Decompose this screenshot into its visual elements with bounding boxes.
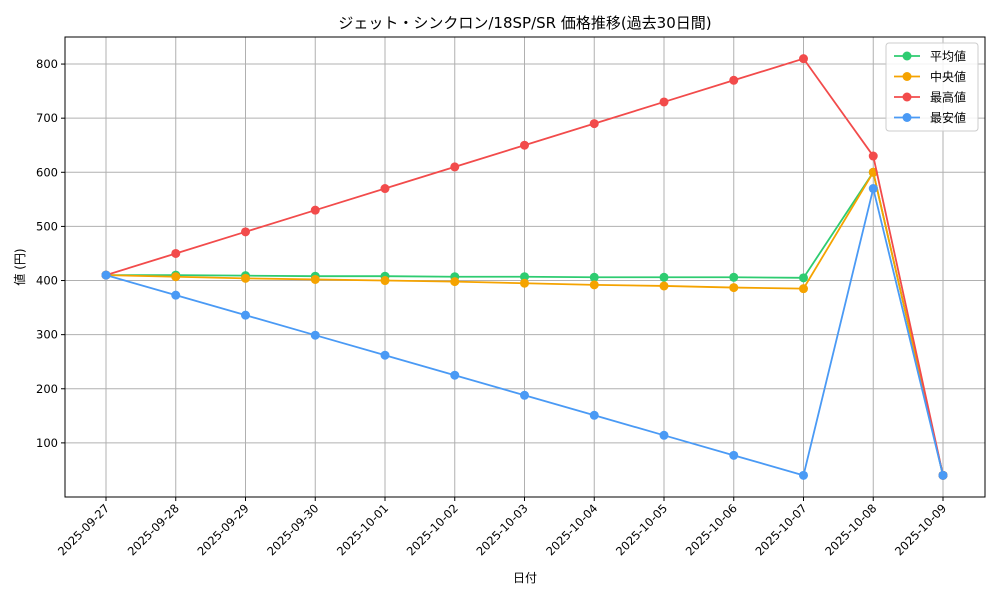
data-point: [659, 281, 669, 291]
data-point: [171, 272, 181, 282]
data-point: [659, 430, 669, 440]
data-point: [799, 273, 808, 283]
data-point: [799, 284, 808, 294]
data-point: [729, 272, 739, 282]
data-point: [868, 184, 878, 194]
y-axis-label: 値 (円): [12, 248, 27, 285]
data-point: [101, 270, 111, 280]
data-point: [310, 274, 320, 284]
legend-label: 最安値: [930, 110, 966, 125]
legend-marker: [902, 72, 912, 81]
y-tick-label: 400: [36, 274, 58, 288]
chart-title: ジェット・シンクロン/18SP/SR 価格推移(過去30日間): [338, 14, 711, 32]
legend-marker: [902, 113, 912, 122]
legend-label: 最高値: [930, 90, 966, 105]
y-tick-label: 800: [36, 57, 58, 71]
data-point: [310, 330, 320, 340]
series-group: [101, 54, 948, 480]
y-tick-label: 600: [36, 165, 58, 179]
legend-label: 中央値: [930, 69, 966, 84]
data-point: [241, 227, 250, 237]
data-point: [520, 278, 529, 288]
data-point: [589, 280, 599, 290]
data-point: [799, 470, 808, 480]
data-point: [589, 272, 599, 282]
y-tick-label: 500: [36, 219, 58, 233]
data-point: [799, 54, 808, 64]
y-tick-label: 700: [36, 111, 58, 125]
data-point: [520, 272, 529, 282]
data-point: [729, 283, 739, 293]
data-point: [450, 370, 460, 380]
data-point: [589, 410, 599, 420]
data-point: [450, 162, 460, 172]
y-tick-label: 200: [36, 382, 58, 396]
data-point: [938, 470, 948, 480]
data-point: [380, 350, 390, 360]
data-point: [450, 277, 460, 287]
grid: [65, 37, 985, 497]
data-point: [868, 151, 878, 161]
legend-label: 平均値: [930, 49, 966, 64]
legend-marker: [902, 92, 912, 102]
data-point: [171, 290, 181, 300]
data-point: [729, 75, 739, 85]
data-point: [380, 184, 390, 194]
data-point: [659, 272, 669, 282]
data-point: [380, 276, 390, 286]
data-point: [241, 273, 250, 283]
legend-box: [885, 42, 979, 132]
data-point: [310, 205, 320, 215]
y-tick-label: 300: [36, 328, 58, 342]
data-point: [589, 119, 599, 129]
series-3: [101, 184, 948, 480]
data-point: [241, 310, 250, 320]
data-point: [659, 97, 669, 107]
data-point: [520, 390, 529, 400]
data-point: [171, 248, 181, 258]
y-axis: 100 200 300 400 500 600 700 800: [36, 57, 65, 450]
x-axis-label: 日付: [513, 571, 537, 585]
data-point: [729, 450, 739, 460]
data-point: [520, 140, 529, 150]
y-tick-label: 100: [36, 436, 58, 450]
legend-marker: [902, 51, 912, 61]
